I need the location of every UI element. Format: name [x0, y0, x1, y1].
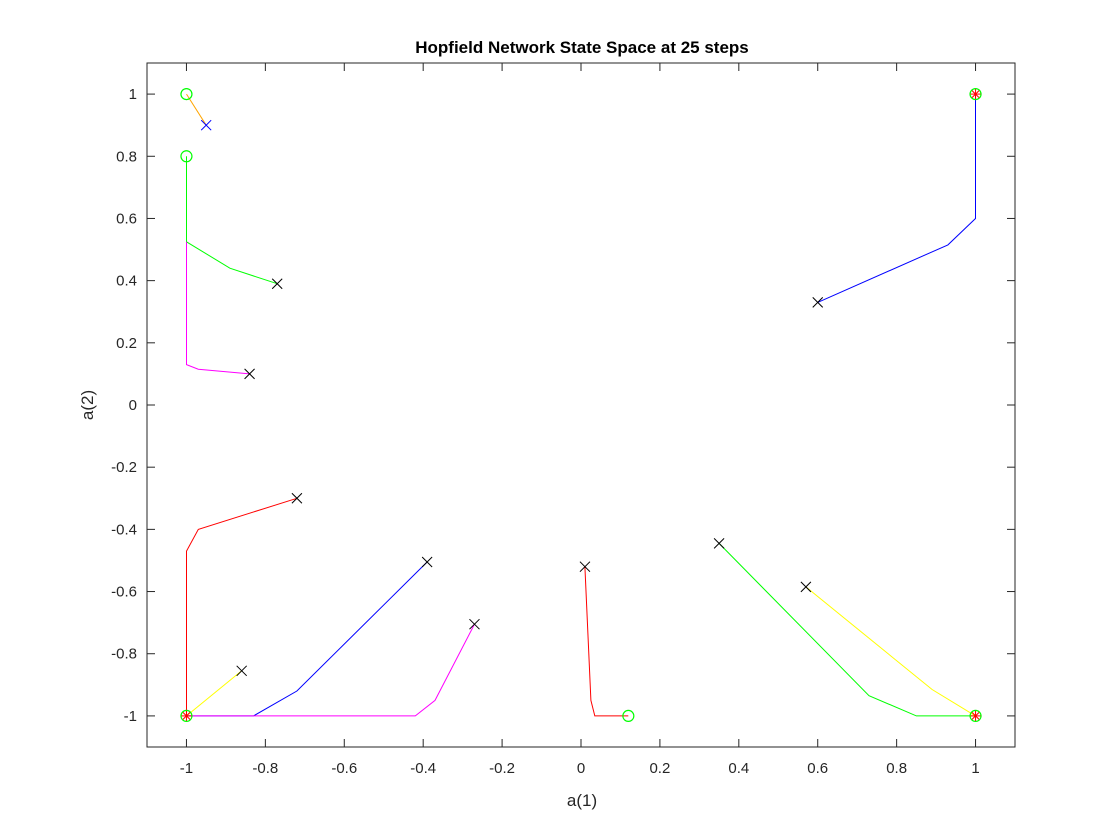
y-tick-label: -1: [124, 708, 137, 725]
x-tick-label: 0.2: [649, 760, 670, 777]
x-tick-label: -0.8: [252, 760, 278, 777]
y-tick-label: 0.2: [116, 335, 137, 352]
y-tick-label: 0.6: [116, 210, 137, 227]
x-tick-label: 0: [577, 760, 585, 777]
y-axis: -1 -0.8 -0.6 -0.4 -0.2 0 0.2 0.4 0.6 0.8 1: [111, 86, 1015, 725]
trajectory-line-10: [805, 586, 976, 717]
start-marker-7: [469, 618, 480, 630]
series-layer: [186, 93, 976, 717]
end-marker-5: [622, 709, 635, 723]
fixed-point-marker-2: [970, 710, 981, 721]
trajectory-line-7: [186, 623, 475, 717]
x-tick-label: -1: [180, 760, 193, 777]
y-tick-label: 1: [129, 86, 137, 103]
fixed-point-marker-1: [181, 710, 192, 721]
start-marker-9: [713, 538, 725, 549]
start-marker-5: [236, 665, 248, 677]
trajectory-line-2: [186, 241, 250, 375]
end-marker-3: [180, 709, 193, 723]
end-marker-4: [969, 709, 982, 723]
start-marker-8: [579, 561, 591, 573]
x-tick-label: -0.4: [410, 760, 436, 777]
end-marker-0: [180, 87, 193, 101]
marker-layer: [180, 87, 982, 723]
trajectory-line-0: [186, 93, 207, 126]
x-tick-label: 0.4: [728, 760, 749, 777]
y-axis-label: a(2): [78, 390, 97, 420]
y-tick-label: -0.6: [111, 584, 137, 601]
y-tick-label: 0: [129, 397, 137, 414]
x-tick-label: -0.6: [331, 760, 357, 777]
start-marker-6: [421, 556, 433, 568]
fixed-point-marker-0: [970, 89, 981, 100]
trajectory-line-8: [584, 566, 629, 717]
trajectory-line-4: [186, 497, 298, 716]
start-marker-0: [200, 119, 212, 131]
x-axis-label: a(1): [567, 791, 597, 810]
x-axis: -1 -0.8 -0.6 -0.4 -0.2 0 0.2 0.4 0.6 0.8 1: [180, 63, 980, 777]
start-marker-10: [800, 581, 812, 593]
trajectory-line-1: [186, 156, 278, 285]
x-tick-label: 0.8: [886, 760, 907, 777]
start-marker-2: [244, 368, 255, 380]
trajectory-line-9: [718, 543, 976, 717]
end-marker-2: [969, 87, 982, 101]
chart-title: Hopfield Network State Space at 25 steps: [415, 38, 749, 57]
end-marker-1: [180, 150, 193, 163]
axes-box: [146, 62, 1016, 748]
y-tick-label: -0.8: [111, 646, 137, 663]
y-tick-label: 0.4: [116, 273, 137, 290]
x-tick-label: 0.6: [807, 760, 828, 777]
trajectory-line-3: [817, 94, 976, 303]
y-tick-label: 0.8: [116, 148, 137, 165]
y-tick-label: -0.2: [111, 459, 137, 476]
x-tick-label: 1: [971, 760, 979, 777]
start-marker-1: [271, 278, 283, 290]
trajectory-line-5: [186, 670, 243, 717]
y-tick-label: -0.4: [111, 521, 137, 538]
start-marker-4: [291, 492, 303, 504]
plot-area: [146, 62, 1016, 748]
x-tick-label: -0.2: [489, 760, 515, 777]
start-marker-3: [812, 297, 824, 308]
